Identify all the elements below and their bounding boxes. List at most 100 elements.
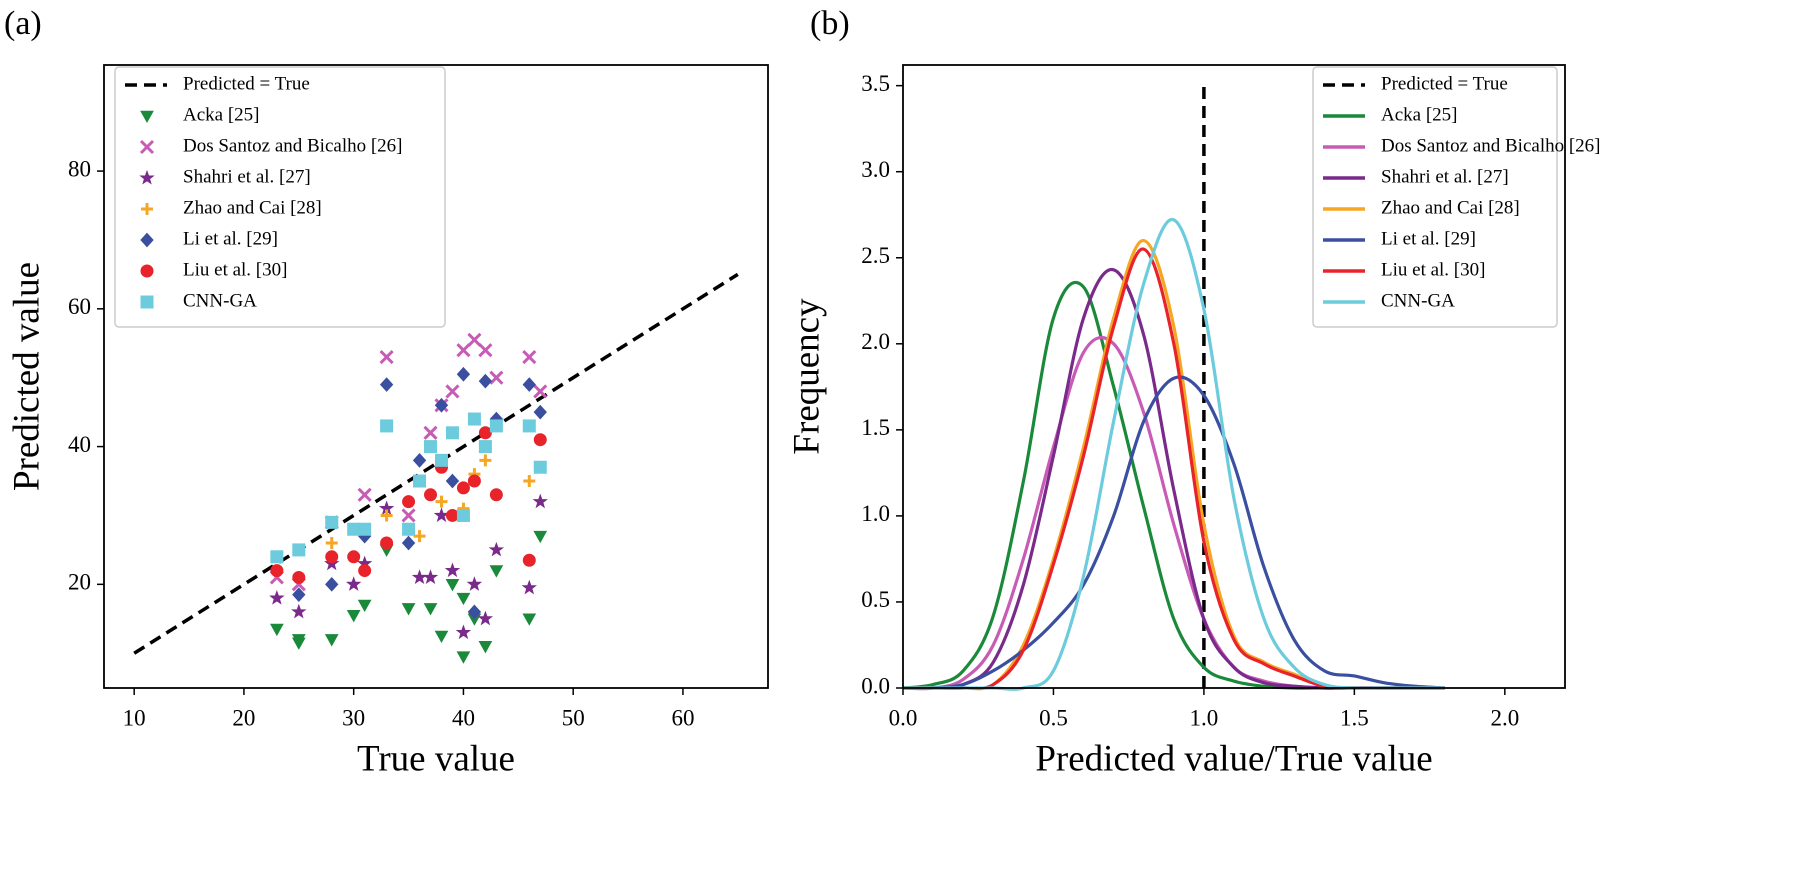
data-point — [533, 460, 547, 474]
data-point — [291, 603, 307, 619]
legend-label: Zhao and Cai [28] — [183, 197, 322, 218]
data-point — [380, 419, 394, 433]
legend-marker — [140, 264, 154, 278]
data-point — [380, 509, 393, 522]
legend-marker — [141, 203, 153, 215]
legend-label: Shahri et al. [27] — [183, 166, 311, 187]
y-tick-label: 20 — [68, 570, 91, 595]
data-point — [347, 522, 361, 536]
y-tick-label: 3.5 — [861, 71, 890, 96]
y-tick-label: 2.5 — [861, 243, 890, 268]
data-point — [270, 564, 284, 578]
data-point — [412, 453, 427, 468]
y-tick-label: 1.5 — [861, 415, 890, 440]
data-point — [325, 576, 339, 592]
data-point — [466, 576, 483, 591]
legend-label: Dos Santoz and Bicalho [26] — [1381, 135, 1601, 156]
x-axis-label: Predicted value/True value — [1035, 738, 1432, 779]
data-point — [533, 530, 548, 544]
y-tick-label: 80 — [68, 156, 91, 181]
legend-label: Li et al. [29] — [183, 228, 278, 249]
data-point — [346, 576, 362, 591]
data-point — [521, 579, 537, 595]
legend-marker — [139, 139, 155, 155]
data-point — [444, 562, 461, 578]
data-point — [467, 412, 481, 426]
data-point — [325, 515, 339, 529]
data-point — [533, 404, 547, 420]
legend-label: Shahri et al. [27] — [1381, 166, 1509, 187]
data-point — [434, 630, 449, 644]
y-tick-label: 3.0 — [861, 157, 890, 182]
data-point — [489, 370, 504, 385]
plot-area — [133, 272, 739, 664]
data-point — [445, 384, 460, 399]
data-point — [456, 651, 471, 664]
legend-marker — [140, 232, 154, 248]
x-tick-label: 1.0 — [1190, 705, 1219, 730]
data-point — [435, 495, 448, 508]
data-point — [358, 564, 372, 578]
legend-marker — [139, 169, 155, 185]
data-point — [522, 349, 537, 365]
density-curve — [902, 375, 1445, 690]
data-point — [456, 508, 470, 522]
panel-label: (b) — [810, 5, 850, 42]
legend-box — [114, 66, 446, 328]
data-point — [456, 481, 470, 495]
data-point — [347, 550, 361, 564]
axes-frame — [902, 64, 1566, 689]
data-point — [325, 537, 338, 550]
data-point — [445, 579, 460, 592]
data-point — [292, 543, 306, 557]
legend: Predicted = True Acka [25] Dos Santoz and … — [114, 66, 446, 328]
data-point — [411, 569, 428, 584]
reference-line — [133, 272, 739, 655]
data-point — [401, 508, 416, 523]
data-point — [478, 373, 493, 389]
legend-label: Predicted = True — [1381, 73, 1508, 94]
data-point — [445, 426, 459, 440]
data-point — [478, 426, 492, 440]
data-point — [291, 637, 306, 650]
data-point — [478, 440, 492, 454]
data-point — [402, 495, 416, 509]
data-point — [346, 610, 361, 623]
data-point — [270, 623, 284, 637]
data-point — [401, 603, 416, 616]
x-tick-label: 2.0 — [1490, 705, 1519, 730]
data-point — [522, 377, 536, 392]
legend-box — [1312, 66, 1558, 328]
data-point — [357, 599, 372, 613]
data-point — [380, 536, 394, 550]
panel: 10 20 30 40 50 60 20 40 60 80 True value Predicted … — [4, 5, 769, 779]
legend-label: Zhao and Cai [28] — [1381, 197, 1520, 218]
data-point — [522, 613, 537, 626]
data-point — [467, 604, 482, 620]
data-point — [357, 487, 372, 502]
legend-label: Acka [25] — [183, 104, 260, 125]
data-point — [423, 603, 438, 616]
data-point — [379, 349, 394, 365]
y-tick-label: 40 — [68, 432, 91, 457]
data-point — [401, 535, 416, 551]
x-tick-label: 0.5 — [1039, 705, 1068, 730]
data-point — [532, 493, 548, 509]
panel: 0.0 0.5 1.0 1.5 2.0 0.0 0.5 1.0 1.5 2.0 2.5 3.0 3.5 P… — [786, 5, 1600, 780]
data-point — [379, 377, 394, 392]
y-tick-label: 0.0 — [861, 673, 890, 698]
axes-frame — [103, 64, 769, 689]
x-tick-label: 60 — [671, 705, 694, 730]
data-point — [423, 425, 438, 440]
data-point — [292, 570, 306, 584]
data-point — [456, 592, 471, 606]
x-axis-label: True value — [357, 738, 515, 779]
data-point — [533, 384, 548, 399]
data-point — [522, 553, 536, 567]
data-point — [424, 440, 438, 454]
data-point — [402, 522, 416, 536]
legend-label: Dos Santoz and Bicalho [26] — [183, 135, 403, 156]
data-point — [270, 550, 284, 564]
legend-label: CNN-GA — [183, 290, 257, 311]
